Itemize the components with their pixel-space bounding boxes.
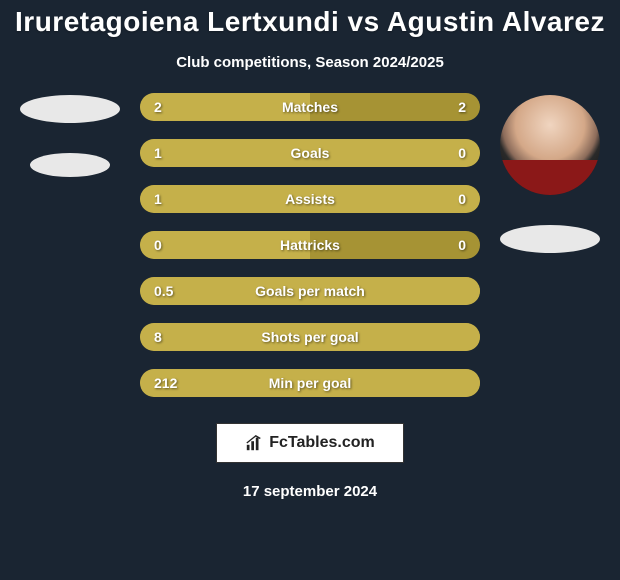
logo-text: FcTables.com [269,434,375,452]
stat-value-left: 2 [154,99,162,115]
stat-label: Assists [285,191,335,207]
page-title: Iruretagoiena Lertxundi vs Agustin Alvar… [15,6,605,38]
stat-label: Shots per goal [261,329,358,345]
comparison-infographic: Iruretagoiena Lertxundi vs Agustin Alvar… [0,0,620,580]
stat-row: 0.5 Goals per match [140,277,480,305]
stat-row: 2 Matches 2 [140,93,480,121]
stat-row: 1 Assists 0 [140,185,480,213]
subtitle: Club competitions, Season 2024/2025 [176,54,444,71]
stats-area: 2 Matches 2 1 Goals 0 1 Assists 0 0 Hattricks 0 0.5 G… [0,93,620,397]
player-left-flag-placeholder [30,153,110,177]
chart-icon [245,434,263,452]
stat-label: Goals per match [255,283,365,299]
player-right-avatar [500,95,600,195]
stat-label: Hattricks [280,237,340,253]
fctables-logo[interactable]: FcTables.com [216,423,404,463]
stat-label: Matches [282,99,338,115]
date-line: 17 september 2024 [243,483,377,500]
player-right-flag-placeholder [500,225,600,253]
stat-bar-right-fill [405,139,480,167]
player-left-column [20,95,120,177]
stat-row: 0 Hattricks 0 [140,231,480,259]
stat-value-left: 0 [154,237,162,253]
stat-value-right: 0 [458,145,466,161]
stat-label: Goals [291,145,330,161]
stat-bar-right-fill [405,185,480,213]
stat-label: Min per goal [269,375,351,391]
stat-row: 1 Goals 0 [140,139,480,167]
stat-value-right: 0 [458,191,466,207]
stat-bar-left-fill [140,139,405,167]
stat-value-left: 1 [154,191,162,207]
stat-value-right: 2 [458,99,466,115]
stat-value-right: 0 [458,237,466,253]
stat-value-left: 1 [154,145,162,161]
player-right-column [500,95,600,253]
stat-value-left: 212 [154,375,177,391]
stat-row: 212 Min per goal [140,369,480,397]
stat-bars: 2 Matches 2 1 Goals 0 1 Assists 0 0 Hattricks 0 0.5 G… [140,93,480,397]
stat-row: 8 Shots per goal [140,323,480,351]
player-left-avatar-placeholder [20,95,120,123]
stat-bar-left-fill [140,185,405,213]
stat-value-left: 0.5 [154,283,173,299]
stat-value-left: 8 [154,329,162,345]
